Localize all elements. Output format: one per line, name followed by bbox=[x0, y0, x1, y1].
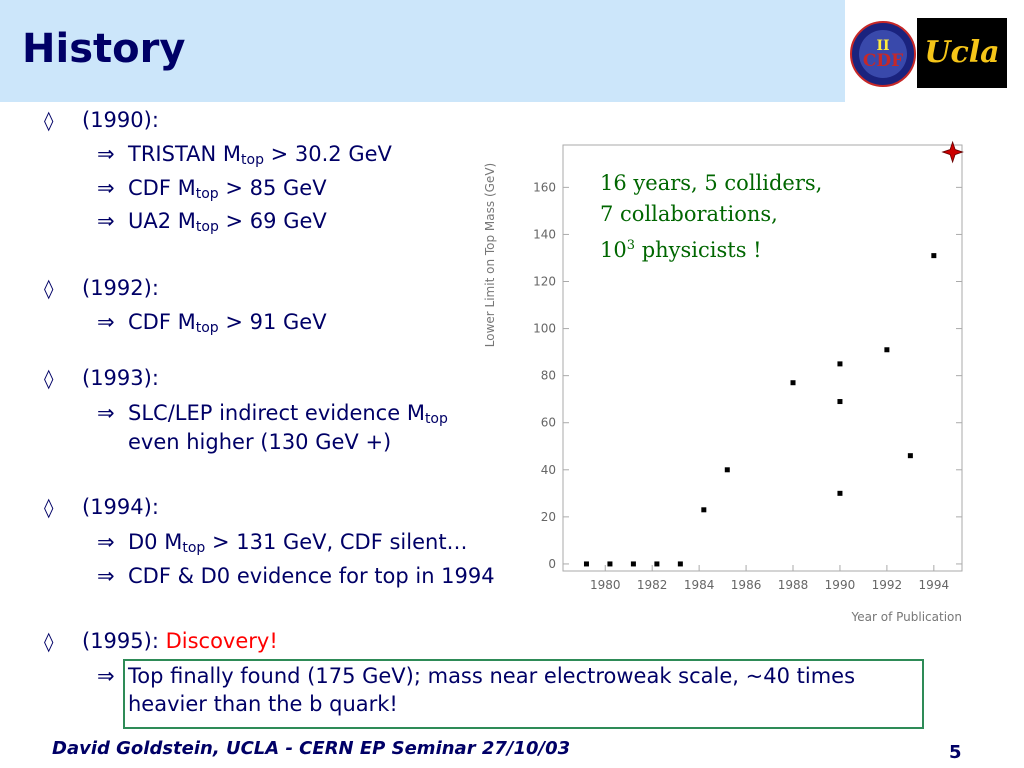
item-d0: D0 Mtop > 131 GeV, CDF silent… bbox=[128, 530, 468, 556]
diamond-bullet-icon: ◊ bbox=[44, 110, 54, 132]
slide-title: History bbox=[22, 26, 186, 72]
data-point bbox=[724, 467, 730, 473]
item-cdf-d0-evidence: CDF & D0 evidence for top in 1994 bbox=[128, 564, 495, 588]
page-number: 5 bbox=[949, 742, 962, 763]
bullet-1990-label: (1990): bbox=[82, 108, 159, 132]
y-tick-label: 60 bbox=[541, 416, 556, 430]
implies-arrow-icon: ⇒ bbox=[97, 401, 115, 425]
y-tick-label: 120 bbox=[533, 275, 556, 289]
star-marker-icon bbox=[941, 140, 964, 164]
diamond-bullet-icon: ◊ bbox=[44, 631, 54, 653]
implies-arrow-icon: ⇒ bbox=[97, 209, 115, 233]
x-tick-label: 1984 bbox=[684, 578, 715, 592]
annotation-line-1: 16 years, 5 colliders, bbox=[600, 171, 823, 195]
implies-arrow-icon: ⇒ bbox=[97, 142, 115, 166]
x-tick-label: 1990 bbox=[825, 578, 856, 592]
item-tristan: TRISTAN Mtop > 30.2 GeV bbox=[128, 142, 392, 168]
discovery-text: Discovery! bbox=[165, 629, 278, 653]
data-point bbox=[654, 561, 660, 567]
data-point bbox=[837, 361, 843, 367]
annotation-line-2: 7 collaborations, bbox=[600, 202, 778, 226]
item-slc-lep-line2: even higher (130 GeV +) bbox=[128, 430, 392, 454]
data-points bbox=[583, 140, 964, 567]
diamond-bullet-icon: ◊ bbox=[44, 368, 54, 390]
y-tick-label: 0 bbox=[548, 557, 556, 571]
highlight-box bbox=[123, 659, 924, 729]
item-top-found-line2: heavier than the b quark! bbox=[128, 692, 398, 716]
bullet-1994-label: (1994): bbox=[82, 495, 159, 519]
data-point bbox=[837, 490, 843, 496]
logo-area: II CDF Ucla bbox=[845, 0, 1024, 102]
data-point bbox=[790, 380, 796, 386]
chart-annotation: 16 years, 5 colliders, 7 collaborations,… bbox=[600, 168, 822, 266]
y-tick-label: 20 bbox=[541, 510, 556, 524]
bullet-1995-label: (1995): Discovery! bbox=[82, 629, 278, 653]
implies-arrow-icon: ⇒ bbox=[97, 664, 115, 688]
x-tick-label: 1982 bbox=[637, 578, 668, 592]
ucla-text: Ucla bbox=[924, 35, 999, 70]
title-bar bbox=[0, 0, 845, 102]
diamond-bullet-icon: ◊ bbox=[44, 497, 54, 519]
x-tick-label: 1988 bbox=[778, 578, 809, 592]
item-top-found: Top finally found (175 GeV); mass near e… bbox=[128, 664, 856, 688]
y-axis-label: Lower Limit on Top Mass (GeV) bbox=[483, 163, 497, 347]
item-cdf-1990: CDF Mtop > 85 GeV bbox=[128, 176, 327, 202]
data-point bbox=[677, 561, 683, 567]
implies-arrow-icon: ⇒ bbox=[97, 176, 115, 200]
data-point bbox=[583, 561, 589, 567]
data-point bbox=[931, 253, 937, 259]
cdf-logo: II CDF bbox=[849, 20, 917, 88]
data-point bbox=[837, 399, 843, 405]
bullet-1992-label: (1992): bbox=[82, 276, 159, 300]
data-point bbox=[884, 347, 890, 353]
y-tick-label: 160 bbox=[533, 180, 556, 194]
footer-credit: David Goldstein, UCLA - CERN EP Seminar … bbox=[52, 738, 571, 759]
y-tick-label: 140 bbox=[533, 227, 556, 241]
x-tick-label: 1992 bbox=[872, 578, 903, 592]
bullet-1993-label: (1993): bbox=[82, 366, 159, 390]
y-tick-label: 80 bbox=[541, 369, 556, 383]
x-axis-label: Year of Publication bbox=[851, 610, 962, 624]
data-point bbox=[607, 561, 613, 567]
data-point bbox=[630, 561, 636, 567]
x-tick-label: 1986 bbox=[731, 578, 762, 592]
y-axis-ticks: 0 20 40 60 80 100 120 140 160 bbox=[533, 180, 962, 571]
item-ua2: UA2 Mtop > 69 GeV bbox=[128, 209, 327, 235]
y-tick-label: 100 bbox=[533, 322, 556, 336]
ucla-logo: Ucla bbox=[917, 18, 1007, 88]
implies-arrow-icon: ⇒ bbox=[97, 564, 115, 588]
implies-arrow-icon: ⇒ bbox=[97, 310, 115, 334]
cdf-text: CDF bbox=[863, 51, 903, 71]
x-axis-ticks: 1980 1982 1984 1986 1988 1990 1992 1994 bbox=[590, 565, 949, 592]
x-tick-label: 1980 bbox=[590, 578, 621, 592]
data-point bbox=[701, 507, 707, 513]
implies-arrow-icon: ⇒ bbox=[97, 530, 115, 554]
item-cdf-1992: CDF Mtop > 91 GeV bbox=[128, 310, 327, 336]
annotation-line-3: 103 physicists ! bbox=[600, 238, 762, 262]
cdf-numeral: II bbox=[876, 38, 889, 54]
diamond-bullet-icon: ◊ bbox=[44, 278, 54, 300]
item-slc-lep: SLC/LEP indirect evidence Mtop bbox=[128, 401, 448, 427]
x-tick-label: 1994 bbox=[919, 578, 950, 592]
data-point bbox=[907, 453, 913, 459]
y-tick-label: 40 bbox=[541, 463, 556, 477]
plot-frame bbox=[562, 144, 963, 572]
